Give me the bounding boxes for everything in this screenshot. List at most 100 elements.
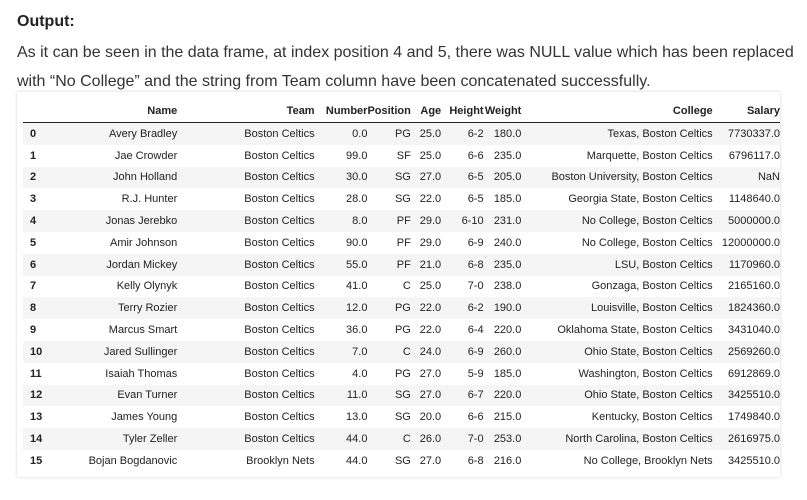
table-row: 9 Marcus Smart Boston Celtics 36.0 PG 22.0 6-4… — [23, 319, 780, 341]
cell-weight: 260.0 — [483, 340, 522, 363]
cell-position: SG — [394, 193, 411, 206]
cell-height: 6-5 — [467, 193, 484, 206]
cell-height: 6-6 — [467, 411, 484, 424]
cell-number: 55.0 — [314, 253, 368, 276]
cell-number: 12.0 — [314, 297, 368, 320]
table-row: 11 Isaiah Thomas Boston Celtics 4.0 PG 27.0 5-… — [23, 363, 780, 385]
cell-salary: 6912869.0 — [728, 367, 780, 380]
cell-position: SG — [367, 384, 411, 407]
table-row: 5 Amir Johnson Boston Celtics 90.0 PF 29.0 6-9… — [23, 232, 780, 254]
cell-team: Boston Celtics — [244, 367, 315, 380]
cell-college: Louisville, Boston Celtics — [521, 297, 713, 320]
cell-college: Gonzaga, Boston Celtics — [591, 280, 713, 293]
cell-college: Oklahoma State, Boston Celtics — [557, 324, 713, 337]
cell-height: 6-10 — [441, 210, 484, 232]
cell-college: No College, Boston Celtics — [521, 210, 713, 232]
cell-number: 28.0 — [346, 193, 368, 206]
cell-name: Avery Bradley — [64, 122, 178, 145]
cell-position: PG — [367, 122, 411, 145]
cell-salary: 1148640.0 — [728, 193, 780, 206]
cell-college: No College, Brooklyn Nets — [583, 454, 713, 467]
row-index: 1 — [30, 149, 37, 162]
header-name: Name — [64, 100, 178, 123]
cell-height: 7-0 — [467, 280, 484, 293]
cell-number: 0.0 — [314, 122, 368, 145]
cell-name: Jonas Jerebko — [64, 210, 178, 232]
cell-age: 25.0 — [410, 122, 442, 145]
table-row: 8 Terry Rozier Boston Celtics 12.0 PG 22.0 6-2… — [23, 297, 780, 320]
cell-weight: 253.0 — [483, 428, 522, 450]
row-index: 3 — [30, 193, 37, 206]
cell-college: Georgia State, Boston Celtics — [568, 193, 713, 206]
cell-position: PG — [367, 297, 411, 320]
cell-height: 5-9 — [467, 367, 484, 380]
cell-height: 6-9 — [467, 236, 484, 249]
header-position: Position — [367, 100, 411, 123]
cell-team: Boston Celtics — [177, 210, 315, 232]
cell-number: 11.0 — [314, 384, 368, 407]
cell-salary: 1170960.0 — [712, 253, 780, 276]
cell-college: Marquette, Boston Celtics — [586, 149, 713, 162]
cell-college: Ohio State, Boston Celtics — [521, 384, 713, 407]
cell-position: PG — [394, 324, 411, 337]
cell-salary: 3425510.0 — [728, 454, 780, 467]
cell-team: Boston Celtics — [244, 236, 315, 249]
header-height: Height — [441, 100, 484, 123]
cell-number: 7.0 — [314, 340, 368, 363]
cell-height: 6-5 — [441, 166, 484, 189]
cell-team: Boston Celtics — [177, 122, 315, 145]
row-index: 15 — [30, 454, 43, 467]
cell-salary: 12000000.0 — [721, 236, 780, 249]
header-salary: Salary — [712, 100, 780, 123]
row-index: 0 — [23, 122, 65, 145]
cell-college: LSU, Boston Celtics — [521, 253, 713, 276]
row-index: 4 — [23, 210, 65, 232]
cell-position: SG — [367, 166, 411, 189]
cell-position: PG — [394, 367, 411, 380]
cell-weight: 235.0 — [483, 253, 522, 276]
cell-name: John Holland — [64, 166, 178, 189]
cell-age: 24.0 — [410, 340, 442, 363]
cell-position: SG — [394, 411, 411, 424]
cell-salary: 2165160.0 — [728, 280, 780, 293]
cell-weight: 185.0 — [493, 193, 522, 206]
cell-team: Brooklyn Nets — [246, 454, 315, 467]
dataframe-table: Name Team Number Position Age Height Wei… — [23, 100, 780, 472]
cell-number: 44.0 — [314, 428, 368, 450]
cell-salary: 3431040.0 — [728, 324, 780, 337]
cell-height: 6-7 — [441, 384, 484, 407]
table-row: 2 John Holland Boston Celtics 30.0 SG 27.0 6-5… — [23, 166, 780, 189]
cell-college: Boston University, Boston Celtics — [521, 166, 713, 189]
cell-age: 29.0 — [410, 210, 442, 232]
header-index — [23, 100, 65, 123]
header-number: Number — [314, 100, 368, 123]
cell-salary: 1749840.0 — [728, 411, 780, 424]
cell-team: Boston Celtics — [177, 428, 315, 450]
cell-age: 21.0 — [410, 253, 442, 276]
cell-age: 25.0 — [419, 280, 442, 293]
cell-weight: 235.0 — [493, 149, 522, 162]
cell-number: 36.0 — [346, 324, 368, 337]
cell-age: 26.0 — [410, 428, 442, 450]
table-body: 0 Avery Bradley Boston Celtics 0.0 PG 25.0 6-2… — [23, 122, 780, 472]
row-index: 7 — [30, 280, 37, 293]
cell-weight: 238.0 — [493, 280, 522, 293]
cell-salary: 2616975.0 — [712, 428, 780, 450]
row-index: 13 — [30, 411, 43, 424]
cell-number: 4.0 — [352, 367, 368, 380]
cell-age: 25.0 — [419, 149, 442, 162]
cell-height: 6-9 — [441, 340, 484, 363]
cell-team: Boston Celtics — [244, 280, 315, 293]
cell-team: Boston Celtics — [177, 253, 315, 276]
cell-position: SF — [396, 149, 411, 162]
cell-weight: 205.0 — [483, 166, 522, 189]
cell-height: 6-2 — [441, 122, 484, 145]
cell-weight: 216.0 — [493, 454, 522, 467]
cell-number: 99.0 — [346, 149, 368, 162]
row-index: 2 — [23, 166, 65, 189]
cell-age: 20.0 — [419, 411, 442, 424]
cell-name: Marcus Smart — [108, 324, 178, 337]
cell-position: PF — [367, 253, 411, 276]
cell-name: Terry Rozier — [64, 297, 178, 320]
cell-team: Boston Celtics — [244, 411, 315, 424]
